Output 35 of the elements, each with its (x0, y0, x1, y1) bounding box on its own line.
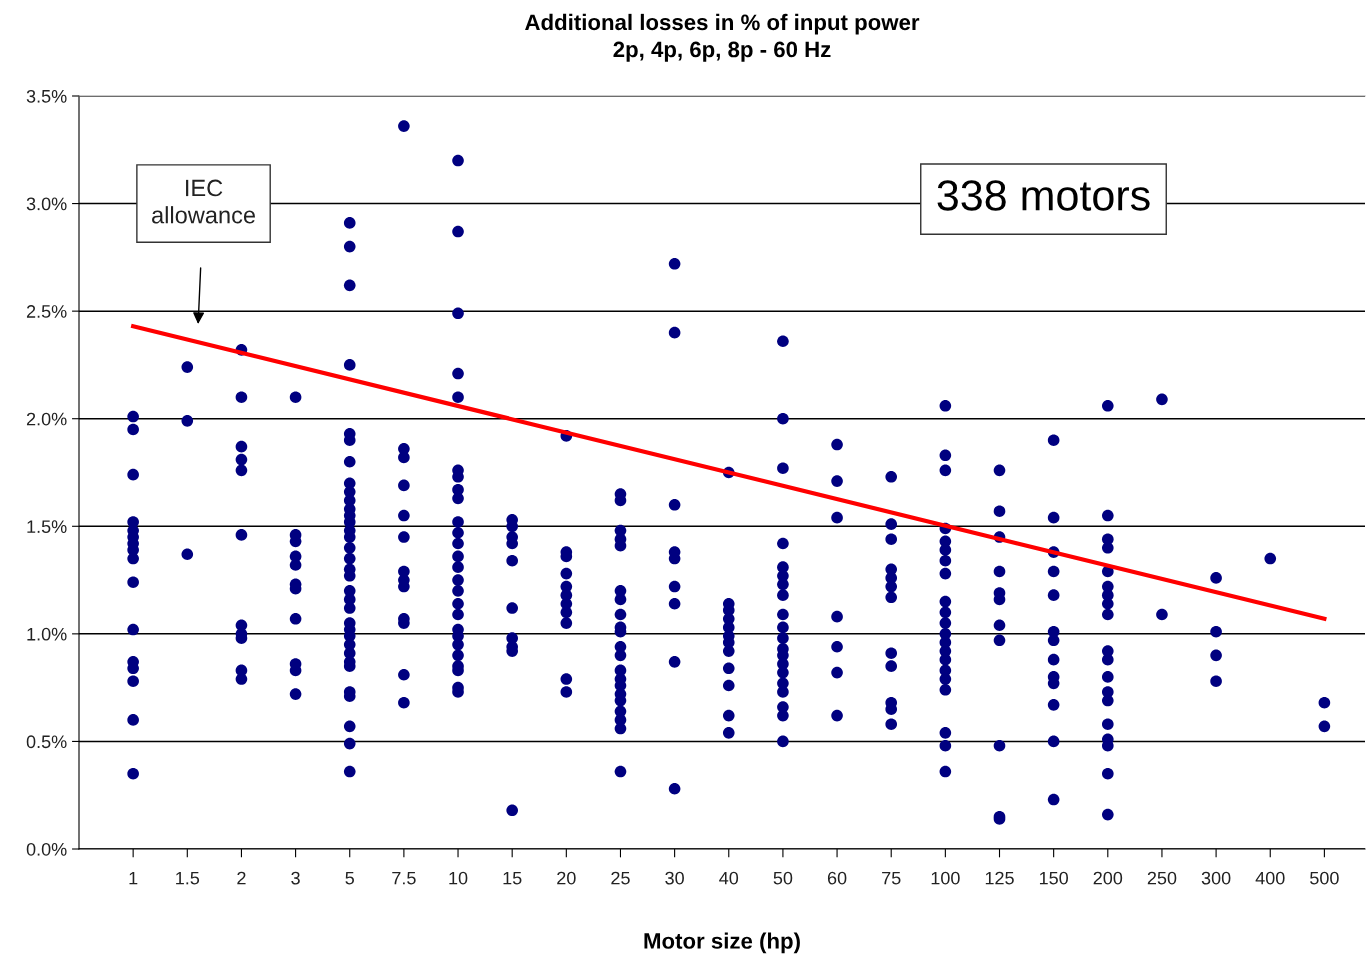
x-tick-label: 3 (291, 871, 300, 885)
y-tick-label: 2.0% (26, 412, 67, 426)
x-tick-label: 5 (345, 871, 354, 885)
x-tick-label: 20 (557, 871, 576, 885)
x-tick-label: 7.5 (392, 871, 416, 885)
y-tick-label: 1.0% (27, 627, 67, 641)
x-tick-label: 60 (827, 871, 847, 885)
x-axis-title: Motor size (hp) (644, 932, 800, 954)
x-tick-label: 400 (1255, 871, 1285, 885)
chart-title: Additional losses in % of input power 2p, 4p, 6p, 8p - 60 Hz (525, 13, 920, 62)
y-tick-label: 1.5% (27, 520, 67, 534)
annotation: 338 motors (937, 180, 1150, 211)
x-tick-label: 25 (611, 871, 630, 885)
x-tick-label: 50 (773, 871, 793, 885)
x-tick-label: 200 (1093, 871, 1123, 885)
x-tick-label: 30 (665, 871, 684, 885)
x-tick-label: 15 (503, 871, 522, 885)
y-tick-label: 0.0% (26, 842, 67, 856)
x-tick-label: 2 (237, 871, 246, 885)
x-tick-label: 100 (931, 871, 960, 885)
y-tick-label: 0.5% (26, 735, 67, 749)
x-tick-label: 1.5 (176, 871, 200, 885)
x-tick-label: 1 (129, 871, 138, 885)
x-tick-label: 10 (449, 871, 468, 885)
x-tick-label: 75 (882, 871, 901, 885)
x-tick-label: 40 (719, 871, 739, 885)
y-tick-label: 3.5% (26, 89, 67, 103)
x-tick-label: 150 (1039, 871, 1069, 885)
annotation: IEC allowance (152, 179, 255, 224)
x-tick-label: 300 (1201, 871, 1231, 885)
x-tick-label: 125 (985, 871, 1014, 885)
x-tick-label: 500 (1310, 871, 1339, 885)
y-tick-label: 2.5% (26, 305, 67, 318)
y-tick-label: 3.0% (26, 197, 67, 211)
x-tick-label: 250 (1147, 871, 1177, 885)
